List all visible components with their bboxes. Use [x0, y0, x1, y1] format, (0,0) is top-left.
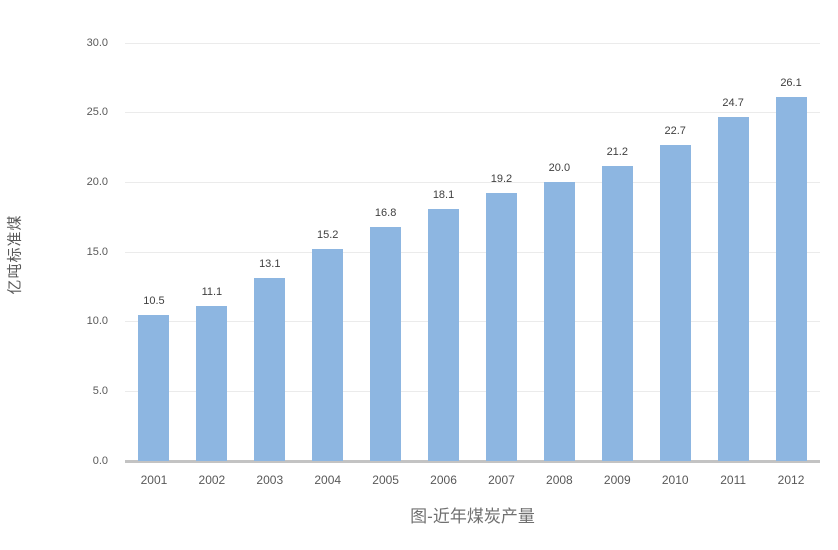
x-axis-tick-label: 2005 [372, 473, 399, 487]
data-label-2009: 21.2 [606, 145, 628, 158]
bar-2009 [601, 165, 633, 461]
x-axis-tick-label: 2004 [314, 473, 342, 487]
x-axis-tick-label: 2009 [603, 473, 631, 487]
y-axis-tick-label: 20.0 [86, 175, 108, 188]
bar-2003 [254, 278, 286, 461]
data-label-2012: 26.1 [780, 77, 802, 90]
data-label-2001: 10.5 [143, 294, 165, 307]
bar-2006 [428, 208, 460, 461]
data-label-2004: 15.2 [316, 229, 339, 242]
y-axis-tick-label: 10.0 [86, 315, 108, 328]
data-label-2010: 22.7 [664, 124, 686, 137]
data-label-2011: 24.7 [722, 96, 744, 109]
gridline [125, 390, 820, 392]
bar-2012 [775, 97, 807, 461]
bar-2005 [370, 226, 402, 461]
x-axis-tick-label: 2003 [256, 473, 284, 487]
x-axis-line [125, 460, 820, 463]
bar-2010 [659, 144, 691, 461]
chart-title: 图-近年煤炭产量 [410, 507, 535, 526]
x-axis-tick-label: 2010 [661, 473, 689, 487]
data-label-2007: 19.2 [490, 173, 513, 186]
bar-2008 [543, 182, 575, 461]
y-axis-tick-label: 25.0 [86, 106, 108, 119]
bar-2007 [485, 193, 517, 461]
bar-2004 [312, 249, 344, 461]
gridline [125, 181, 820, 183]
x-axis-tick-label: 2007 [488, 473, 515, 487]
data-label-2003: 13.1 [259, 258, 281, 271]
y-axis-title: 亿吨标准煤 [6, 214, 24, 295]
bar-2002 [196, 306, 228, 461]
data-label-2006: 18.1 [432, 188, 455, 201]
gridline [125, 321, 820, 323]
data-label-2002: 11.1 [201, 286, 223, 299]
x-axis-tick-label: 2001 [140, 473, 168, 487]
bar-2011 [717, 116, 749, 461]
bar-2001 [138, 314, 170, 461]
gridline [125, 42, 820, 44]
y-axis-tick-label: 15.0 [86, 245, 108, 258]
gridline [125, 112, 820, 114]
data-label-2005: 16.8 [374, 206, 397, 219]
data-label-2008: 20.0 [548, 162, 571, 175]
x-axis-tick-label: 2006 [430, 473, 457, 487]
gridline [125, 251, 820, 253]
x-axis-tick-label: 2002 [198, 473, 226, 487]
y-axis-tick-label: 5.0 [92, 384, 108, 397]
x-axis-tick-label: 2008 [546, 473, 573, 487]
y-axis-tick-label: 30.0 [86, 36, 108, 49]
x-axis-tick-label: 2012 [777, 473, 805, 487]
x-axis-tick-label: 2011 [720, 473, 747, 487]
y-axis-tick-label: 0.0 [92, 454, 108, 467]
